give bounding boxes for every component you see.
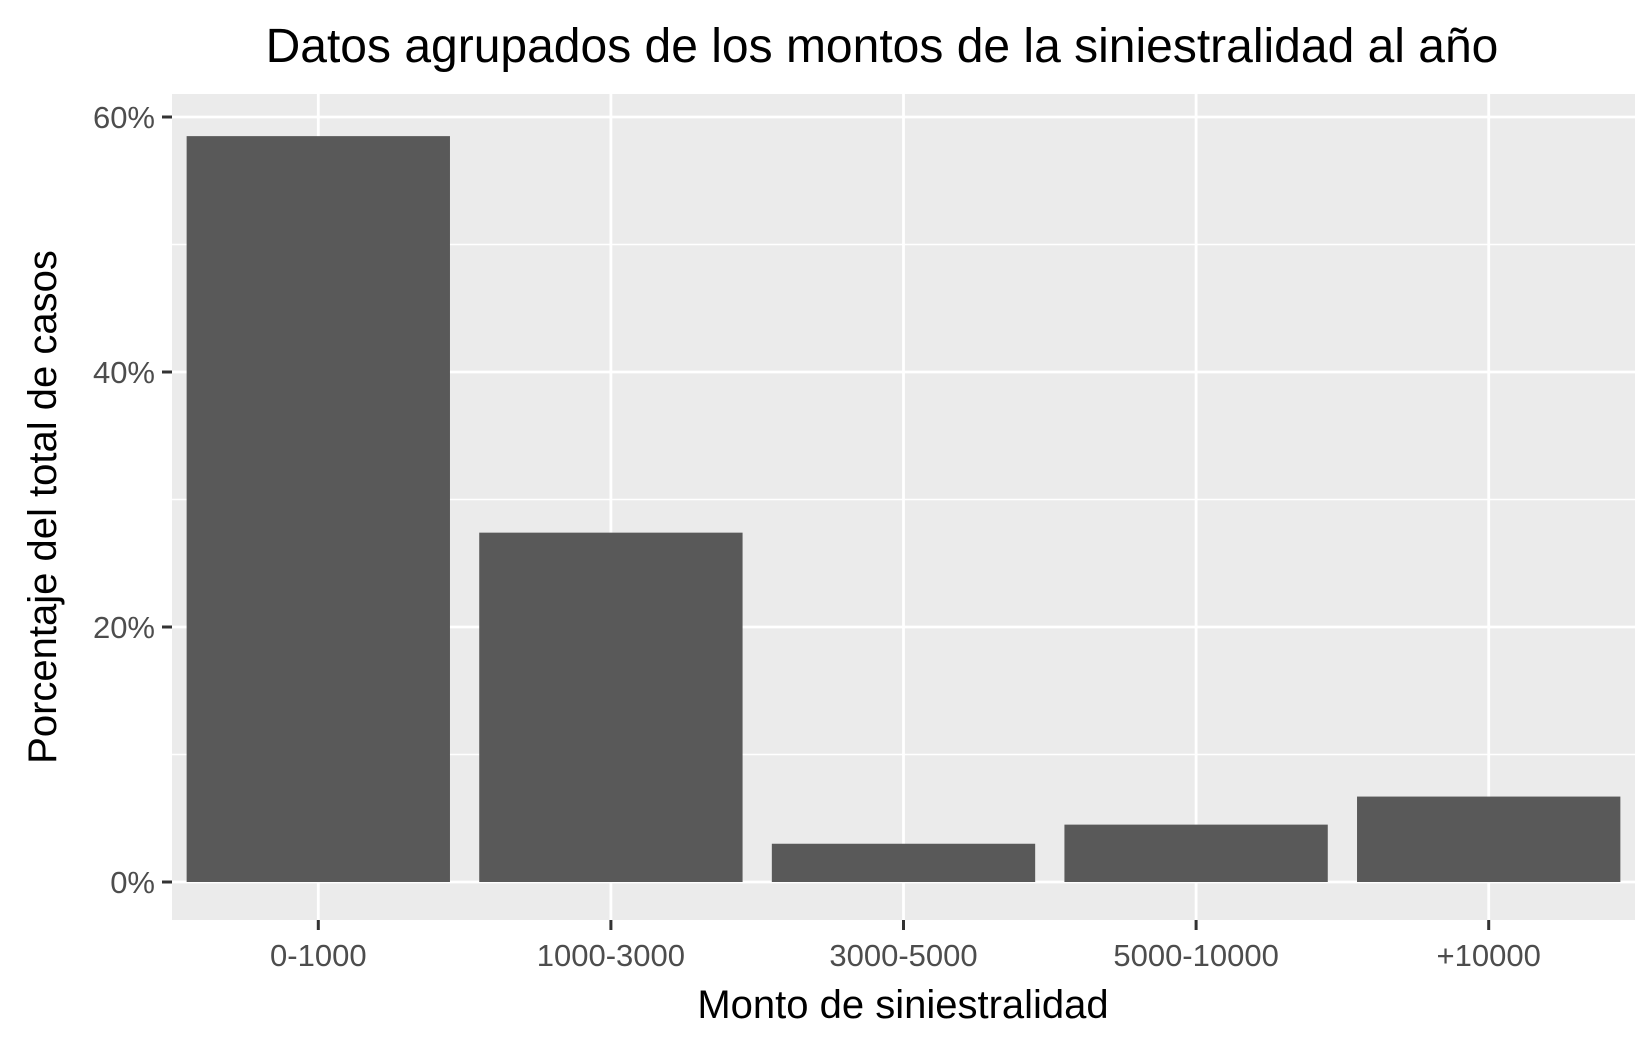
x-tick-label: 1000-3000 bbox=[537, 938, 685, 973]
x-tick-label: 0-1000 bbox=[270, 938, 367, 973]
y-axis: 0% 20% 40% 60% bbox=[93, 100, 172, 900]
bar-0-1000 bbox=[186, 136, 450, 882]
bars bbox=[186, 136, 1621, 882]
bar-+10000 bbox=[1357, 796, 1621, 882]
y-tick-label: 20% bbox=[93, 610, 155, 645]
x-tick-label: 3000-5000 bbox=[829, 938, 977, 973]
bar-1000-3000 bbox=[479, 532, 743, 882]
x-tick-label: +10000 bbox=[1437, 938, 1541, 973]
x-tick-label: 5000-10000 bbox=[1113, 938, 1279, 973]
bar-5000-10000 bbox=[1064, 824, 1328, 882]
x-axis: 0-1000 1000-3000 3000-5000 5000-10000 +10000 bbox=[270, 920, 1541, 973]
y-tick-label: 0% bbox=[110, 865, 155, 900]
y-axis-title: Porcentaje del total de casos bbox=[21, 250, 65, 764]
y-tick-label: 60% bbox=[93, 100, 155, 135]
y-tick-label: 40% bbox=[93, 355, 155, 390]
chart-title: Datos agrupados de los montos de la sini… bbox=[266, 20, 1499, 73]
x-axis-title: Monto de siniestralidad bbox=[697, 983, 1108, 1027]
bar-3000-5000 bbox=[771, 843, 1036, 882]
